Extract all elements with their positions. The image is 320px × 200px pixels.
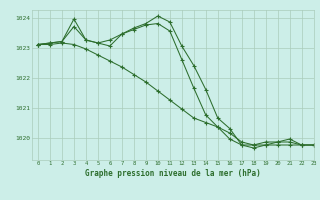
- X-axis label: Graphe pression niveau de la mer (hPa): Graphe pression niveau de la mer (hPa): [85, 169, 261, 178]
